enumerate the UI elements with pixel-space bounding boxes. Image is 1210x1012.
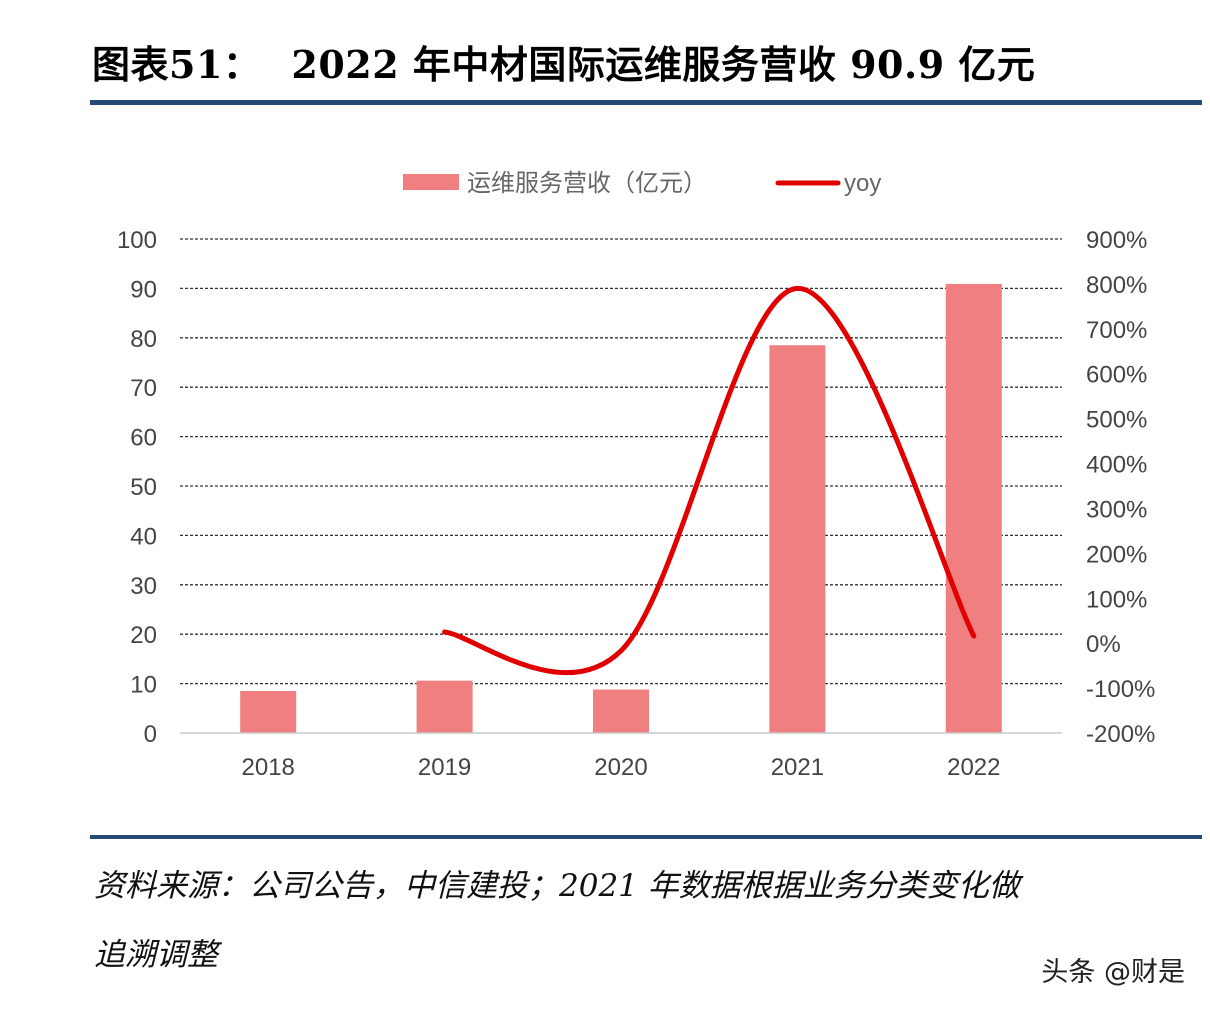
x-tick-label: 2018 xyxy=(242,754,295,781)
y-left-tick-label: 80 xyxy=(130,326,157,353)
chart-grid xyxy=(180,238,1062,685)
y-left-tick-label: 30 xyxy=(130,573,157,600)
y-right-tick-label: 800% xyxy=(1086,272,1147,299)
y-right-tick-label: -200% xyxy=(1086,721,1155,748)
y-right-tick-label: 700% xyxy=(1086,317,1147,344)
legend-label-line: yoy xyxy=(844,170,881,197)
y-left-tick-label: 0 xyxy=(144,721,157,748)
source-note: 资料来源：公司公告，中信建投；2021 年数据根据业务分类变化做 追溯调整 xyxy=(94,852,1194,990)
combo-chart: 运维服务营收（亿元） yoy 0 10 20 30 40 50 60 70 80 90 100 -200… xyxy=(117,170,1155,781)
figure-label: 图表51： xyxy=(92,42,262,87)
y-left-tick-label: 70 xyxy=(130,375,157,402)
y-left-tick-label: 90 xyxy=(130,276,157,303)
bar xyxy=(945,283,1002,733)
x-tick-label: 2020 xyxy=(594,754,647,781)
x-tick-label: 2019 xyxy=(418,754,471,781)
y-right-tick-label: 200% xyxy=(1086,541,1147,568)
x-tick-label: 2021 xyxy=(771,754,824,781)
y-left-tick-label: 50 xyxy=(130,474,157,501)
source-line-1: 资料来源：公司公告，中信建投；2021 年数据根据业务分类变化做 xyxy=(94,868,1020,904)
watermark: 头条 @财是 xyxy=(1041,957,1185,988)
yoy-line xyxy=(442,285,977,675)
bar xyxy=(593,689,649,733)
chart-legend: 运维服务营收（亿元） yoy xyxy=(403,170,881,197)
figure-title-text: 2022 年中材国际运维服务营收 90.9 亿元 xyxy=(291,42,1036,87)
y-left-tick-label: 100 xyxy=(117,227,157,254)
chart-axes: 0 10 20 30 40 50 60 70 80 90 100 -200% -100% 0% 100% 20… xyxy=(117,227,1155,781)
bar xyxy=(240,691,297,733)
bar xyxy=(769,345,826,733)
x-tick-label: 2022 xyxy=(947,754,1000,781)
bar-series xyxy=(240,283,1002,733)
y-right-tick-label: 400% xyxy=(1086,452,1147,479)
y-left-tick-label: 20 xyxy=(130,622,157,649)
y-left-tick-label: 60 xyxy=(130,425,157,452)
y-right-tick-label: 300% xyxy=(1086,496,1147,523)
y-left-tick-label: 10 xyxy=(130,672,157,699)
y-right-tick-label: 900% xyxy=(1086,227,1147,254)
y-right-tick-label: 600% xyxy=(1086,362,1147,389)
source-rule xyxy=(90,835,1202,839)
line-series xyxy=(442,285,977,675)
y-right-tick-label: 100% xyxy=(1086,586,1147,613)
bar xyxy=(416,680,473,733)
y-right-tick-label: 500% xyxy=(1086,407,1147,434)
y-left-tick-label: 40 xyxy=(130,523,157,550)
legend-label-bar: 运维服务营收（亿元） xyxy=(467,170,707,197)
y-right-tick-label: -100% xyxy=(1086,676,1155,703)
title-rule xyxy=(90,100,1202,105)
y-right-tick-label: 0% xyxy=(1086,631,1121,658)
source-line-2: 追溯调整 xyxy=(94,937,218,973)
legend-swatch-bar xyxy=(403,174,459,190)
figure-title: 图表51： 2022 年中材国际运维服务营收 90.9 亿元 xyxy=(92,34,1202,96)
